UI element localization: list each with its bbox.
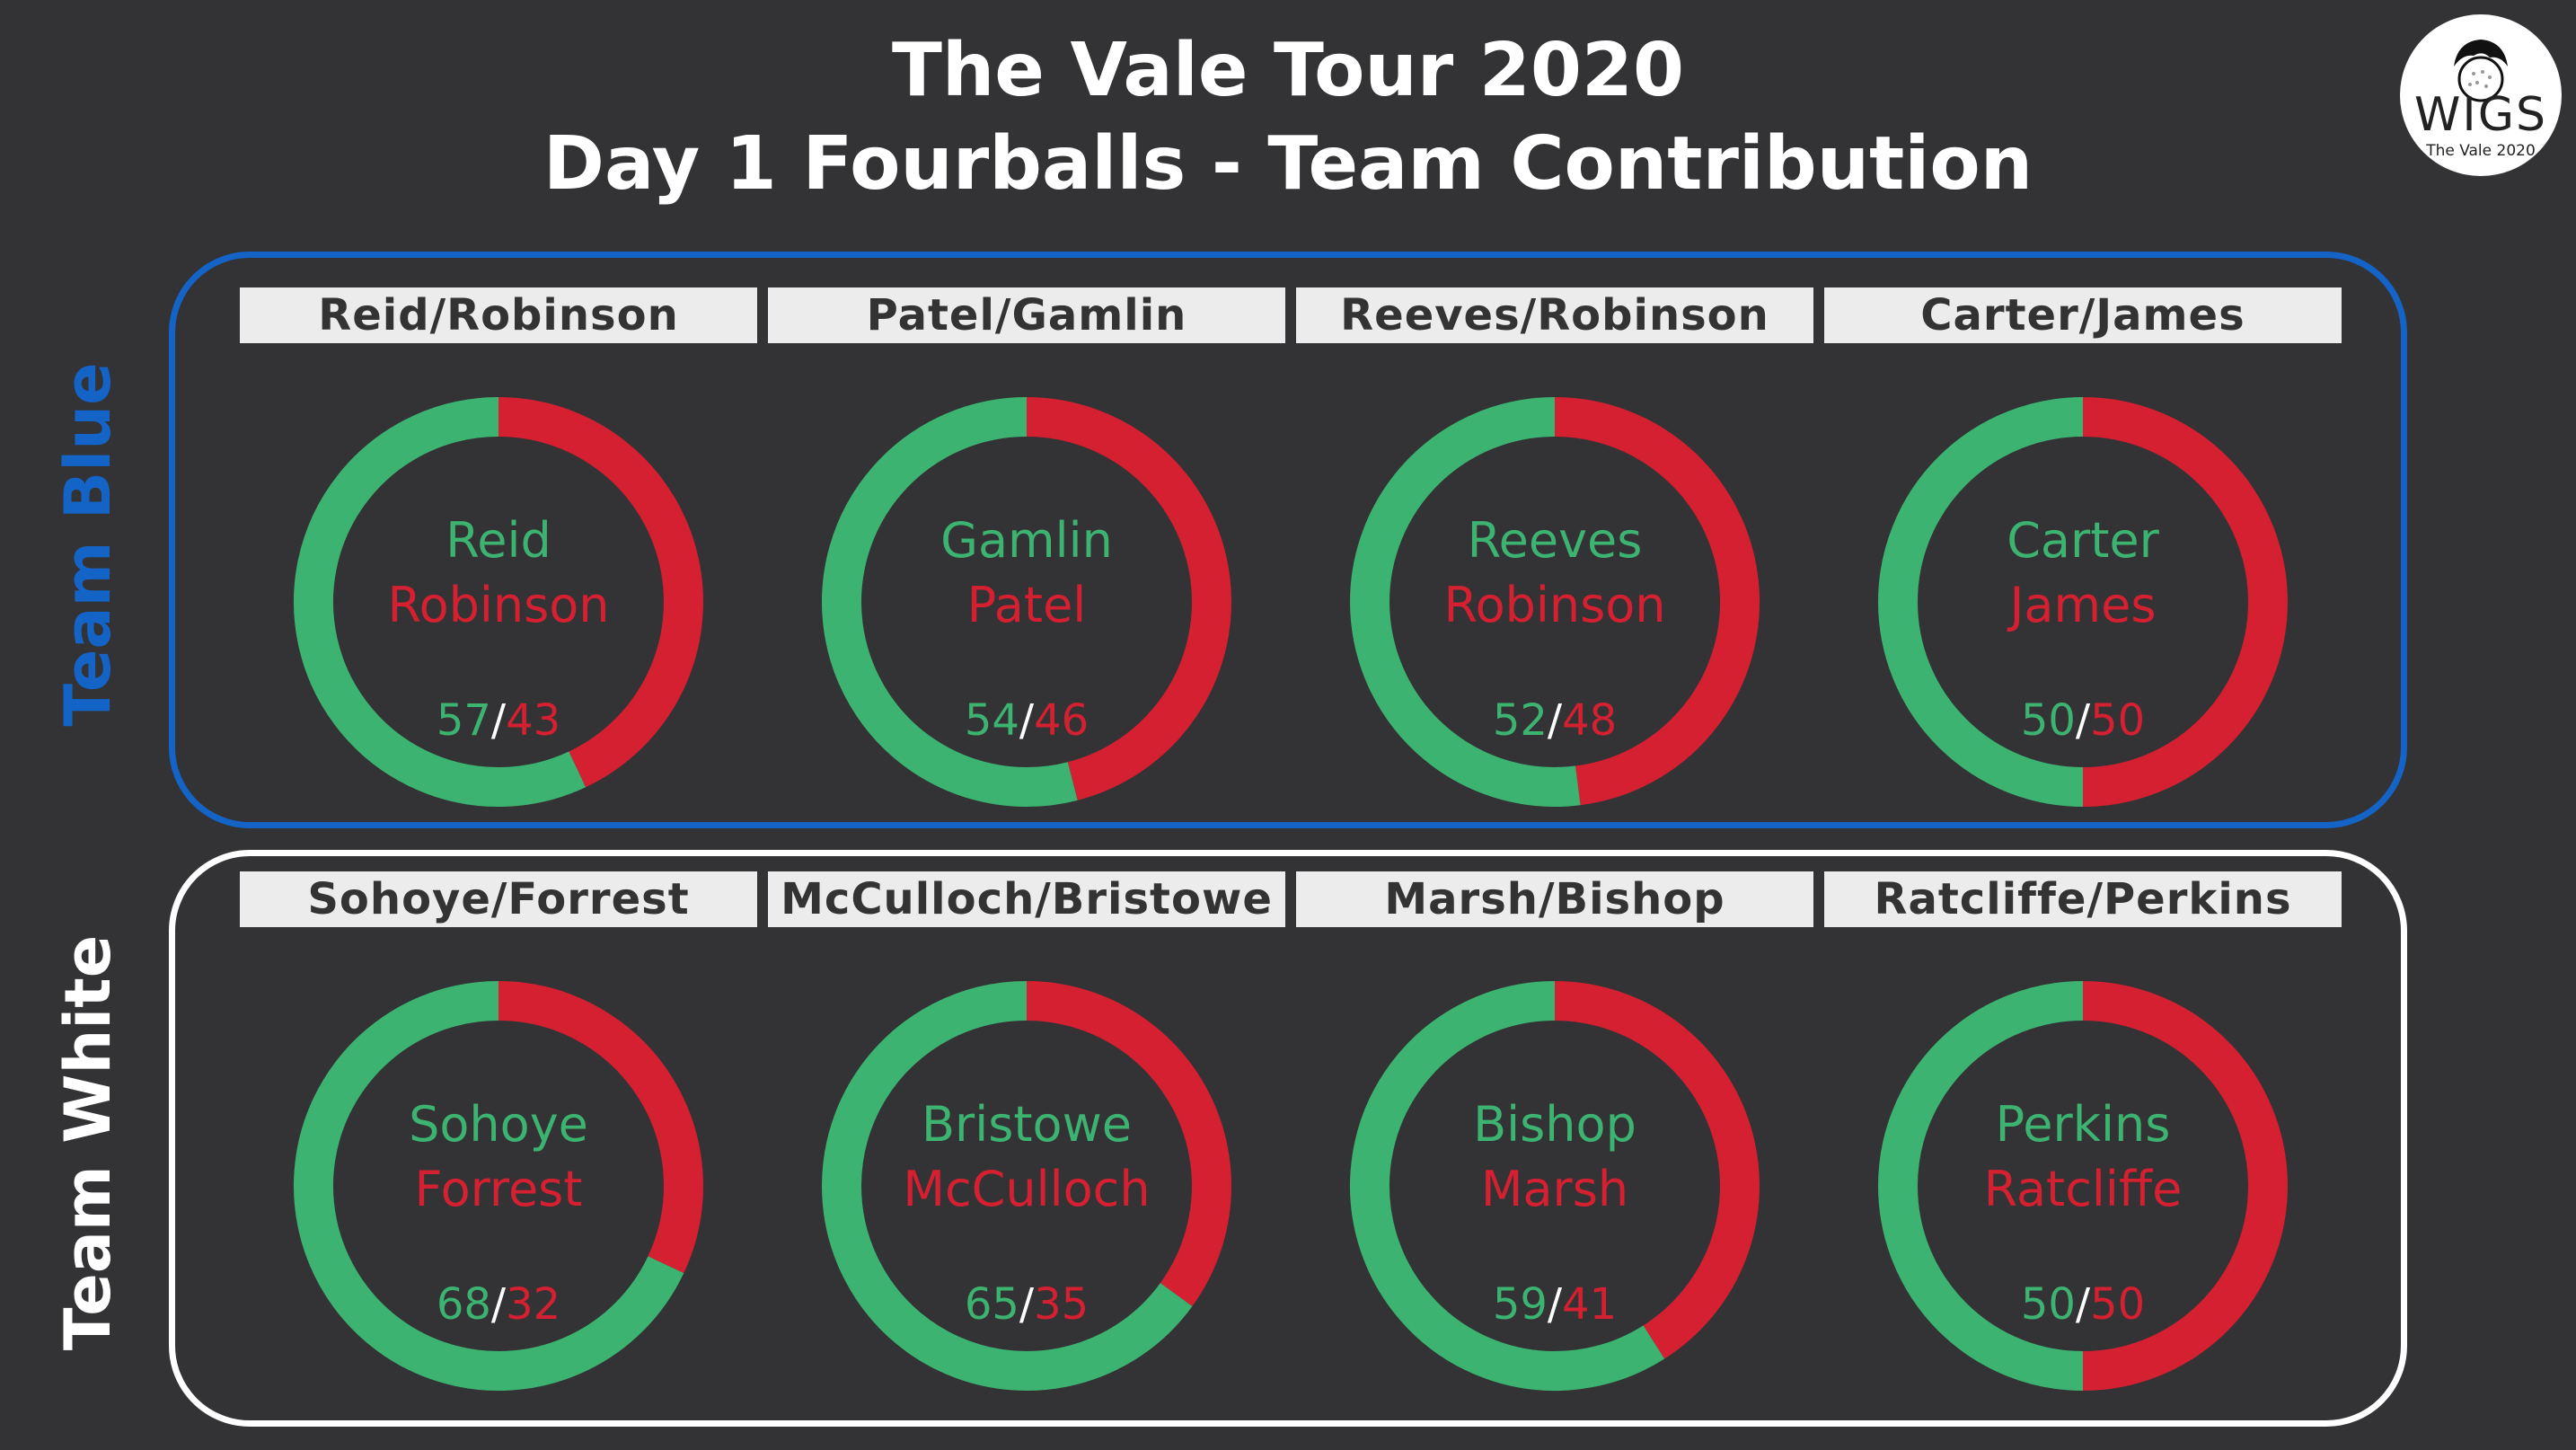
player-label-red: James: [2007, 577, 2157, 633]
player-label-green: Perkins: [1996, 1096, 2171, 1153]
player-label-red: Forrest: [415, 1161, 583, 1217]
donut-slice-marsh: [1554, 981, 1760, 1359]
player-label-red: McCulloch: [903, 1161, 1150, 1217]
pair-header-ratcliffe-perkins: Ratcliffe/Perkins: [1824, 871, 2342, 927]
pair-header-reeves-robinson: Reeves/Robinson: [1296, 287, 1813, 343]
player-label-green: Reeves: [1468, 512, 1643, 569]
donut-slice-patel: [1026, 397, 1231, 800]
donut-slice-perkins: [1878, 981, 2084, 1391]
player-label-red: Marsh: [1481, 1161, 1628, 1217]
wigs-logo: WIGS The Vale 2020: [2400, 14, 2562, 176]
split-value-label: 52/48: [1493, 695, 1617, 746]
donut-slice-james: [2082, 397, 2288, 807]
player-label-red: Robinson: [1443, 577, 1665, 633]
donut-slice-gamlin: [822, 397, 1078, 807]
player-label-green: Sohoye: [409, 1096, 588, 1153]
donut-slice-ratcliffe: [2082, 981, 2288, 1391]
donut-slice-bristowe: [822, 981, 1193, 1391]
donut-slice-bishop: [1350, 981, 1665, 1391]
pair-header-reid-robinson: Reid/Robinson: [240, 287, 757, 343]
donut-slice-robinson: [1554, 397, 1760, 806]
pair-header-patel-gamlin: Patel/Gamlin: [768, 287, 1285, 343]
player-label-green: Carter: [2007, 512, 2159, 569]
team-blue-box: [169, 252, 2407, 828]
player-label-red: Patel: [967, 577, 1087, 633]
donut-slice-reeves: [1350, 397, 1581, 807]
player-label-green: Gamlin: [940, 512, 1113, 569]
donut-slice-forrest: [498, 981, 703, 1274]
player-label-green: Bristowe: [922, 1096, 1132, 1153]
logo-subtext: The Vale 2020: [2426, 142, 2536, 160]
page-subtitle: Day 1 Fourballs - Team Contribution: [543, 121, 2033, 207]
logo-text: WIGS: [2413, 88, 2548, 142]
player-label-green: Reid: [446, 512, 551, 569]
split-value-label: 50/50: [2021, 1279, 2145, 1330]
pair-header-mcculloch-bristowe: McCulloch/Bristowe: [768, 871, 1285, 927]
donut-slice-robinson: [498, 397, 703, 788]
split-value-label: 50/50: [2021, 695, 2145, 746]
player-label-red: Ratcliffe: [1984, 1161, 2183, 1217]
donut-slice-mcculloch: [1026, 981, 1231, 1306]
pair-header-marsh-bishop: Marsh/Bishop: [1296, 871, 1813, 927]
pair-header-sohoye-forrest: Sohoye/Forrest: [240, 871, 757, 927]
team-white-box: [169, 850, 2407, 1427]
split-value-label: 59/41: [1493, 1279, 1617, 1330]
golf-ball-head-icon: [2454, 40, 2508, 102]
donut-slice-sohoye: [294, 981, 684, 1391]
split-value-label: 65/35: [965, 1279, 1089, 1330]
split-value-label: 57/43: [437, 695, 560, 746]
donut-slice-carter: [1878, 397, 2084, 807]
pair-header-carter-james: Carter/James: [1824, 287, 2342, 343]
player-label-red: Robinson: [387, 577, 609, 633]
page-title: The Vale Tour 2020: [891, 28, 1685, 113]
split-value-label: 54/46: [965, 695, 1089, 746]
player-label-green: Bishop: [1473, 1096, 1636, 1153]
donut-slice-reid: [294, 397, 587, 807]
split-value-label: 68/32: [437, 1279, 560, 1330]
